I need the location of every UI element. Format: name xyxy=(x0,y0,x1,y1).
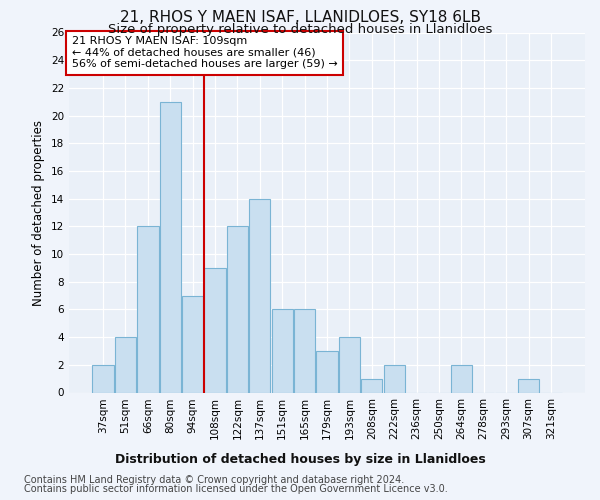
Text: 21 RHOS Y MAEN ISAF: 109sqm
← 44% of detached houses are smaller (46)
56% of sem: 21 RHOS Y MAEN ISAF: 109sqm ← 44% of det… xyxy=(71,36,337,70)
Bar xyxy=(518,378,539,392)
Bar xyxy=(227,226,248,392)
Y-axis label: Number of detached properties: Number of detached properties xyxy=(32,120,46,306)
Bar xyxy=(294,310,315,392)
Bar xyxy=(451,365,472,392)
Text: Contains HM Land Registry data © Crown copyright and database right 2024.: Contains HM Land Registry data © Crown c… xyxy=(24,475,404,485)
Bar xyxy=(115,337,136,392)
Bar xyxy=(249,198,271,392)
Bar xyxy=(160,102,181,393)
Text: Size of property relative to detached houses in Llanidloes: Size of property relative to detached ho… xyxy=(108,22,492,36)
Bar xyxy=(92,365,114,392)
Bar xyxy=(316,351,338,393)
Bar xyxy=(272,310,293,392)
Bar xyxy=(383,365,405,392)
Text: 21, RHOS Y MAEN ISAF, LLANIDLOES, SY18 6LB: 21, RHOS Y MAEN ISAF, LLANIDLOES, SY18 6… xyxy=(119,10,481,25)
Bar xyxy=(205,268,226,392)
Text: Distribution of detached houses by size in Llanidloes: Distribution of detached houses by size … xyxy=(115,454,485,466)
Text: Contains public sector information licensed under the Open Government Licence v3: Contains public sector information licen… xyxy=(24,484,448,494)
Bar xyxy=(137,226,158,392)
Bar xyxy=(339,337,360,392)
Bar xyxy=(361,378,382,392)
Bar xyxy=(182,296,203,392)
